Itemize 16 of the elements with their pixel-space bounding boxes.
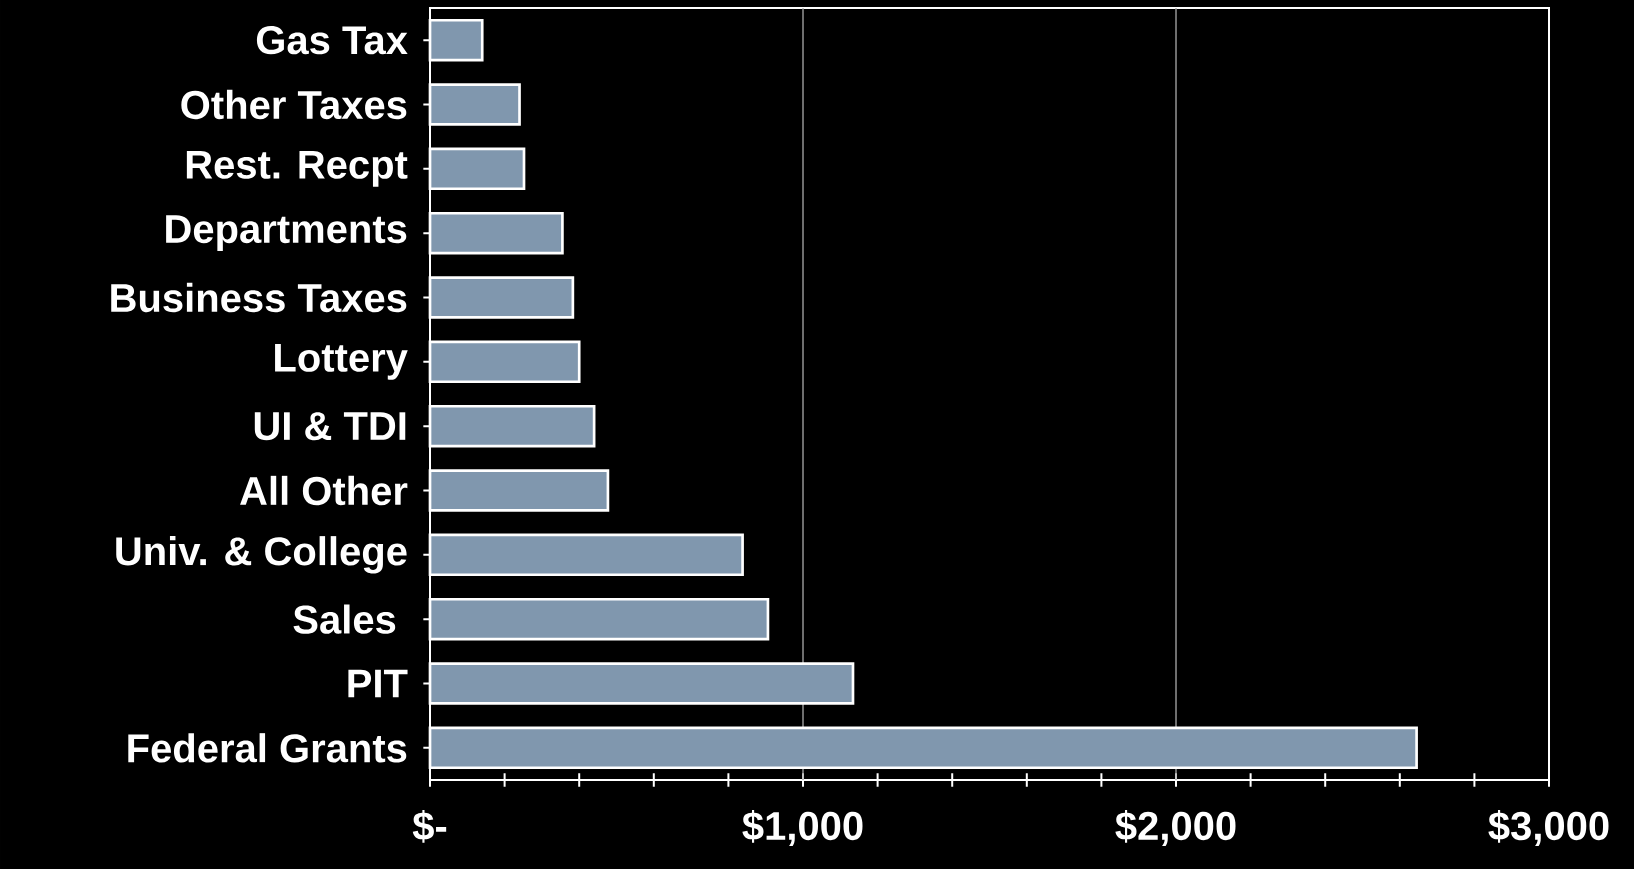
x-tick-label: $2,000 — [1115, 810, 1236, 846]
y-tick-label: All Other — [240, 475, 408, 506]
y-tick-label: Sales — [293, 604, 396, 634]
y-tick-label: PIT — [348, 669, 408, 698]
y-tick-label: Lottery — [275, 343, 408, 380]
y-tick-label: UI & TDI — [254, 412, 406, 441]
y-tick-label: Departments — [166, 215, 407, 252]
x-tick-label: $1,000 — [742, 810, 863, 846]
y-tick-label: Federal Grants — [128, 733, 407, 763]
y-tick-label: Other Taxes — [181, 89, 407, 120]
y-tick-label: Business Taxes — [111, 282, 407, 313]
x-tick-label: $- — [412, 810, 447, 843]
y-tick-label: Gas Tax — [256, 26, 408, 55]
y-tick-label: Rest. Recpt — [186, 150, 408, 187]
x-tick-label: $3,000 — [1488, 810, 1609, 846]
y-tick-label: Univ. & College — [116, 536, 407, 574]
